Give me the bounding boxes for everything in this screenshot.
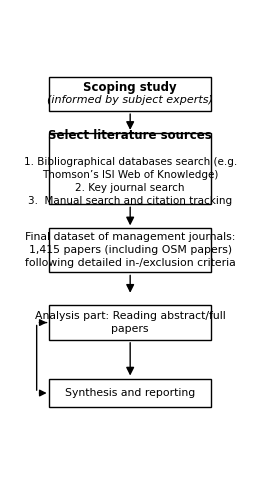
Text: (informed by subject experts): (informed by subject experts) xyxy=(47,96,213,106)
Bar xyxy=(50,133,211,204)
Text: Thomson’s ISI Web of Knowledge): Thomson’s ISI Web of Knowledge) xyxy=(42,170,218,180)
Text: following detailed in-/exclusion criteria: following detailed in-/exclusion criteri… xyxy=(25,258,235,268)
Text: 2. Key journal search: 2. Key journal search xyxy=(75,183,185,193)
Bar xyxy=(50,378,211,408)
Text: Analysis part: Reading abstract/full: Analysis part: Reading abstract/full xyxy=(35,311,226,321)
Bar xyxy=(50,228,211,272)
Text: 3.  Manual search and citation tracking: 3. Manual search and citation tracking xyxy=(28,196,232,206)
Text: Synthesis and reporting: Synthesis and reporting xyxy=(65,388,195,398)
Bar xyxy=(50,305,211,340)
Text: Final dataset of management journals:: Final dataset of management journals: xyxy=(25,232,235,242)
Text: Scoping study: Scoping study xyxy=(83,81,177,94)
Text: Select literature sources: Select literature sources xyxy=(48,130,212,142)
Bar xyxy=(50,76,211,111)
Text: papers: papers xyxy=(112,324,149,334)
Text: 1. Bibliographical databases search (e.g.: 1. Bibliographical databases search (e.g… xyxy=(24,157,237,167)
Text: 1,415 papers (including OSM papers): 1,415 papers (including OSM papers) xyxy=(29,245,232,255)
